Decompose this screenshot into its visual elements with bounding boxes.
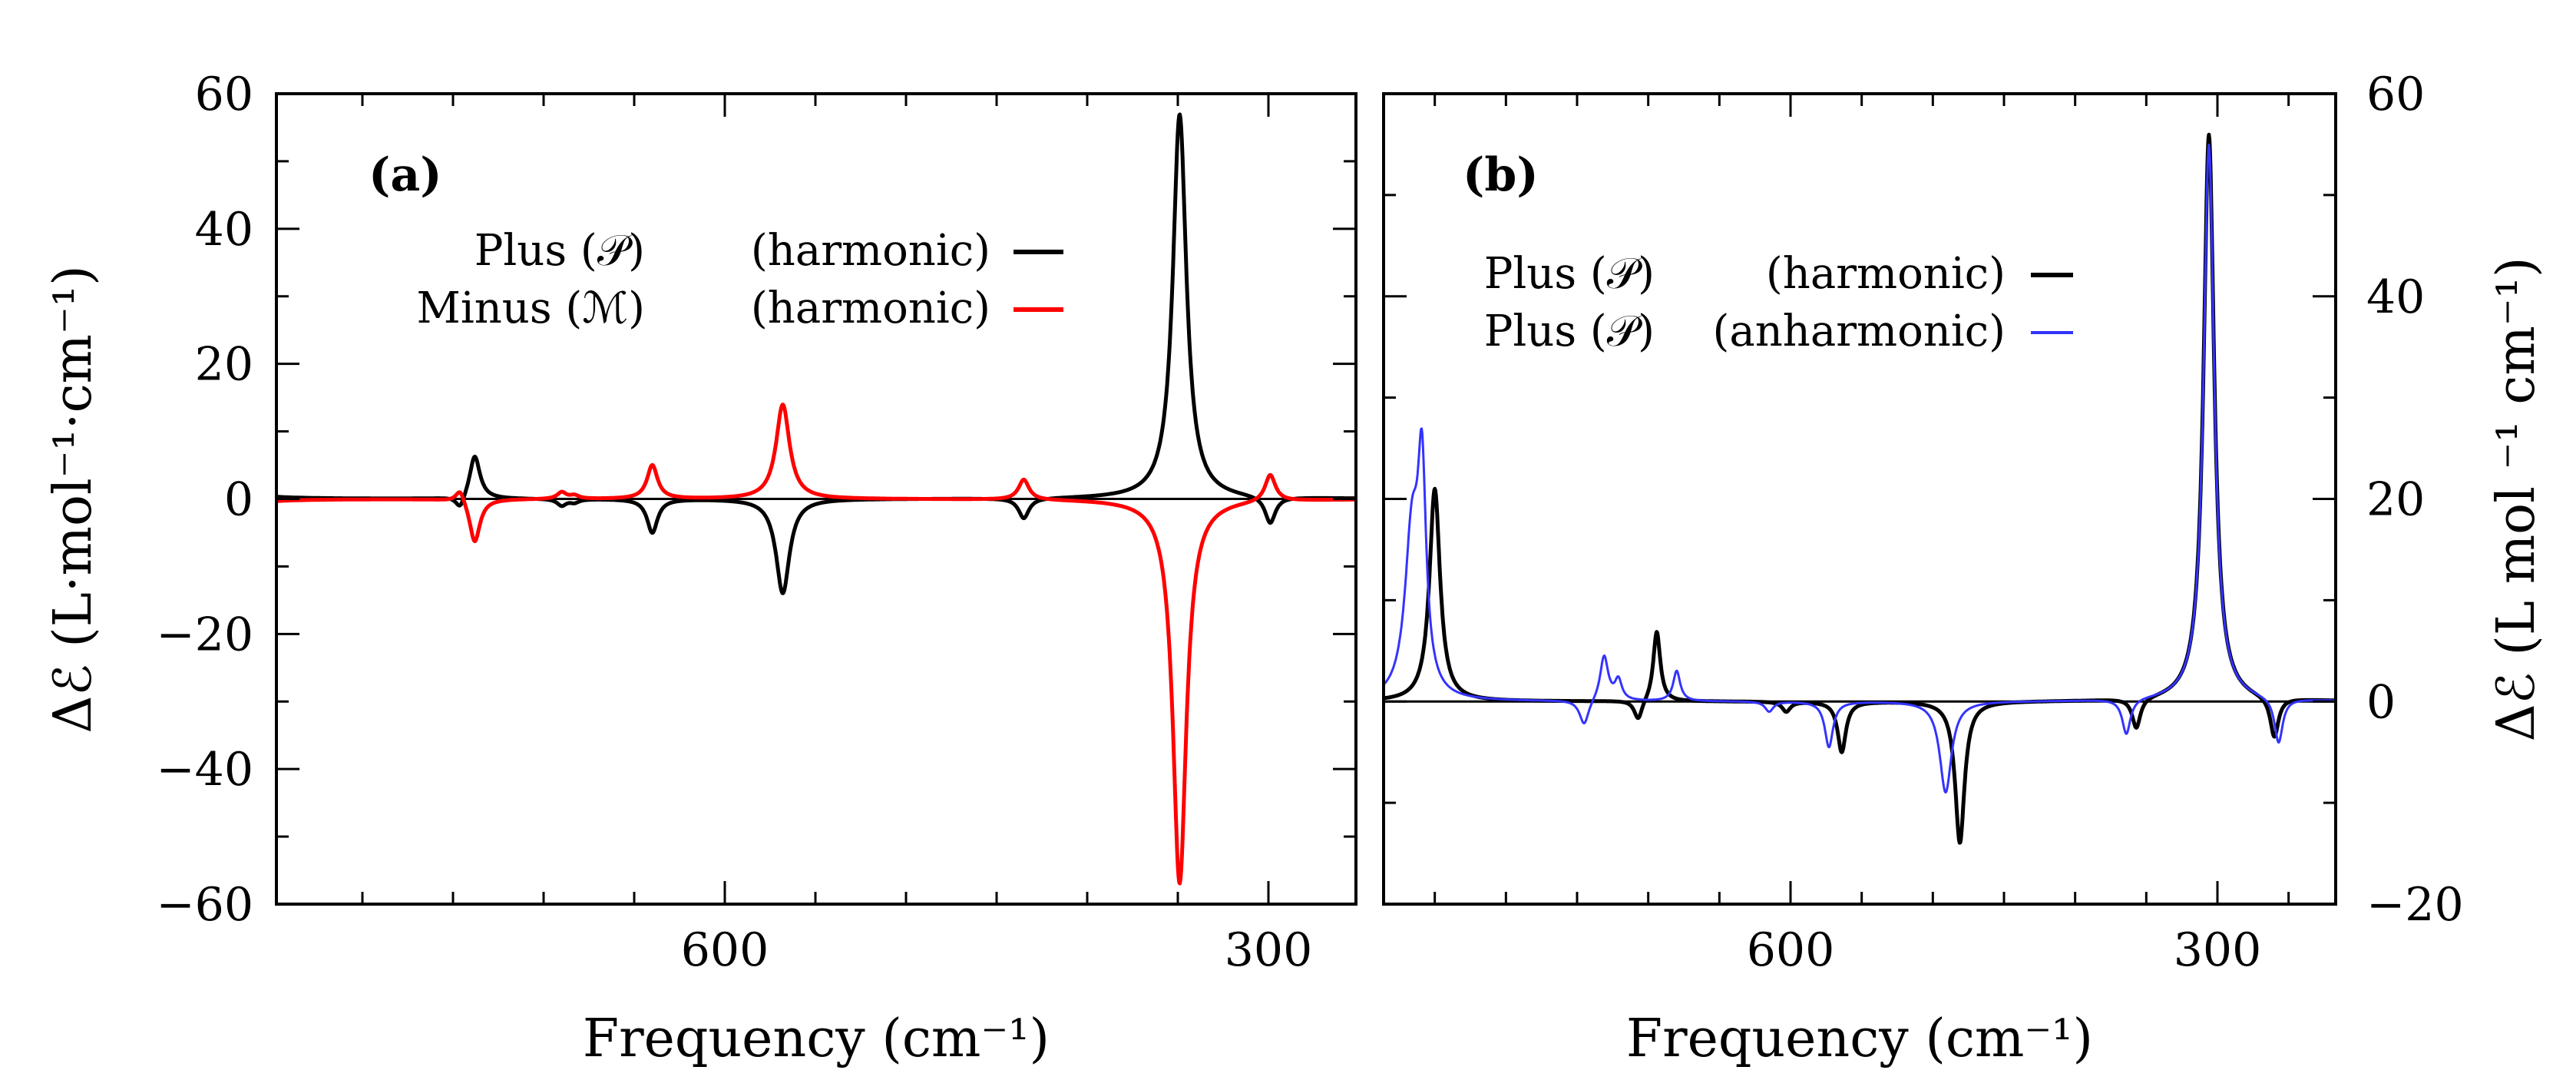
y-tick-label: 20 — [195, 338, 253, 392]
panel-b-legend: Plus (𝒫) (harmonic) Plus (𝒫) (anharmonic… — [1484, 249, 2073, 356]
y-tick-label: −20 — [156, 608, 253, 661]
panel-a-traces — [276, 112, 1356, 886]
panel-a-legend: Plus (𝒫) (harmonic) Minus (ℳ) (harmonic) — [416, 226, 1063, 333]
panel-a-tick-labels: 600 300 −60 −40 −20 0 20 40 60 — [156, 68, 1312, 977]
x-tick-label: 300 — [1225, 923, 1313, 977]
y-tick-label: 40 — [2366, 270, 2425, 324]
legend-a-entry-1: Plus (𝒫) — [475, 226, 645, 276]
panel-a-y-axis-label: Δℰ (L·mol⁻¹·cm⁻¹) — [43, 265, 104, 733]
legend-a-entry-2-name: Minus — [416, 283, 551, 333]
y-tick-label: 0 — [224, 473, 253, 527]
legend-a-entry-1-type: (harmonic) — [751, 226, 990, 276]
panel-a-label: (a) — [369, 148, 442, 202]
series-line-1 — [276, 112, 1356, 595]
legend-b-entry-1-type: (harmonic) — [1766, 249, 2006, 299]
series-line-2 — [276, 403, 1356, 886]
x-tick-label: 600 — [681, 923, 769, 977]
y-tick-label: 40 — [195, 203, 253, 257]
y-tick-label: 60 — [2366, 68, 2425, 121]
legend-b-entry-2-symbol: (𝒫) — [1590, 306, 1655, 356]
panel-b-frame — [1382, 92, 2337, 906]
y-tick-label: 0 — [2366, 675, 2396, 729]
series-line-2 — [1384, 144, 2336, 793]
legend-a-entry-1-symbol: (𝒫) — [580, 226, 645, 276]
panel-b-ticks — [1384, 92, 2336, 906]
panel-a-x-axis-label: Frequency (cm⁻¹) — [583, 1009, 1050, 1069]
panel-a-frame — [275, 92, 1357, 906]
legend-b-entry-2: Plus (𝒫) — [1484, 306, 1655, 356]
y-tick-label: −40 — [156, 743, 253, 797]
panel-b: 600 300 −20 0 20 40 60 (b) Plus (𝒫) (harmonic)… — [1382, 68, 2547, 1069]
legend-b-entry-2-name: Plus — [1484, 306, 1576, 356]
y-tick-label: −20 — [2366, 878, 2464, 932]
panel-b-x-axis-label: Frequency (cm⁻¹) — [1626, 1009, 2093, 1069]
legend-a-entry-2-symbol: (ℳ) — [565, 283, 645, 333]
legend-b-entry-1-name: Plus — [1484, 249, 1576, 299]
panel-a: 600 300 −60 −40 −20 0 20 40 60 (a) Plus (𝒫) (har… — [43, 68, 1357, 1069]
panel-b-label: (b) — [1463, 148, 1539, 202]
legend-a-entry-2-type: (harmonic) — [751, 283, 990, 333]
legend-b-entry-1: Plus (𝒫) — [1484, 249, 1655, 299]
series-line-1 — [1384, 132, 2336, 845]
y-tick-label: −60 — [156, 878, 253, 932]
y-tick-label: 20 — [2366, 473, 2425, 527]
legend-b-entry-2-type: (anharmonic) — [1712, 306, 2006, 356]
x-tick-label: 300 — [2174, 923, 2262, 977]
legend-b-entry-1-symbol: (𝒫) — [1590, 249, 1655, 299]
legend-a-entry-1-name: Plus — [475, 226, 567, 276]
y-tick-label: 60 — [195, 68, 253, 121]
panel-b-tick-labels: 600 300 −20 0 20 40 60 — [1747, 68, 2464, 977]
x-tick-label: 600 — [1747, 923, 1835, 977]
panel-b-traces — [1384, 132, 2336, 845]
legend-a-entry-2: Minus (ℳ) — [416, 283, 645, 333]
panel-b-y-axis-label: Δℰ (L mol ⁻¹ cm⁻¹) — [2486, 257, 2547, 742]
